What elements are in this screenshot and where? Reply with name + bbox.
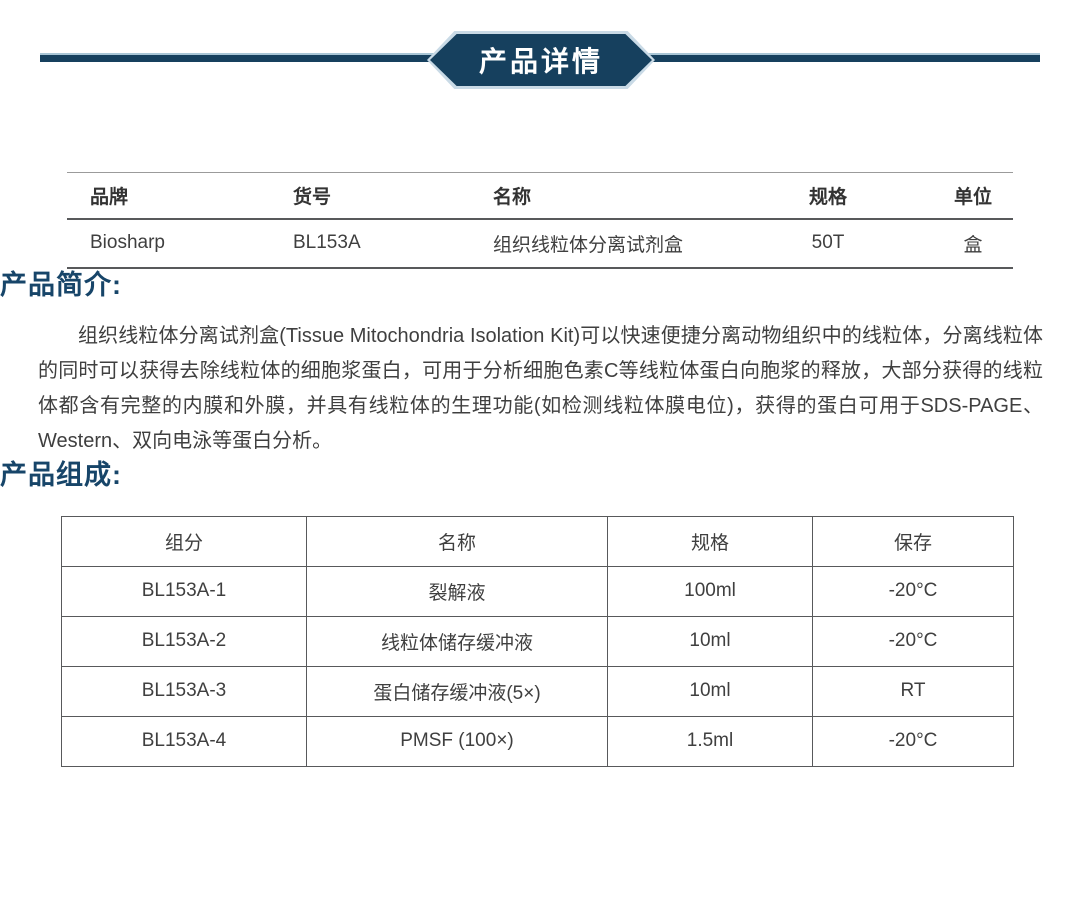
section-banner: 产品详情 — [0, 0, 1080, 120]
banner-hexagon-fill: 产品详情 — [430, 34, 652, 86]
summary-cell-unit: 盒 — [963, 234, 983, 256]
composition-cell-component: BL153A-2 — [61, 615, 307, 667]
composition-cell-storage: -20°C — [812, 565, 1014, 617]
product-summary-table: 品牌 货号 名称 规格 单位 Biosharp BL153A 组织线粒体分离试剂… — [67, 172, 1013, 269]
composition-cell-component: BL153A-1 — [61, 565, 307, 617]
intro-heading: 产品简介: — [0, 269, 122, 300]
composition-table: 组分 名称 规格 保存 BL153A-1 裂解液 100ml -20°C BL1… — [61, 515, 1014, 767]
summary-data-row: Biosharp BL153A 组织线粒体分离试剂盒 50T 盒 — [67, 219, 1013, 268]
composition-cell-component: BL153A-4 — [61, 715, 307, 767]
summary-cell-catalog: BL153A — [293, 232, 361, 253]
composition-cell-storage: -20°C — [812, 615, 1014, 667]
composition-cell-spec: 100ml — [607, 565, 813, 617]
composition-header-storage: 保存 — [812, 515, 1014, 567]
composition-header-spec: 规格 — [607, 515, 813, 567]
composition-row: BL153A-2 线粒体储存缓冲液 10ml -20°C — [61, 615, 1014, 667]
composition-row: BL153A-1 裂解液 100ml -20°C — [61, 565, 1014, 617]
summary-header-name: 名称 — [493, 186, 532, 208]
summary-cell-name: 组织线粒体分离试剂盒 — [493, 234, 684, 256]
summary-header-brand: 品牌 — [90, 186, 129, 208]
summary-header-catalog: 货号 — [293, 186, 332, 208]
summary-header-spec: 规格 — [808, 186, 847, 208]
composition-cell-name: 裂解液 — [306, 565, 608, 617]
composition-cell-spec: 10ml — [607, 665, 813, 717]
intro-paragraph: 组织线粒体分离试剂盒(Tissue Mitochondria Isolation… — [38, 324, 1043, 452]
composition-cell-storage: RT — [812, 665, 1014, 717]
composition-cell-spec: 10ml — [607, 615, 813, 667]
composition-cell-storage: -20°C — [812, 715, 1014, 767]
banner-hexagon: 产品详情 — [427, 31, 655, 89]
composition-header-row: 组分 名称 规格 保存 — [61, 515, 1014, 567]
summary-cell-spec: 50T — [811, 232, 845, 253]
composition-cell-name: 线粒体储存缓冲液 — [306, 615, 608, 667]
composition-cell-spec: 1.5ml — [607, 715, 813, 767]
summary-header-unit: 单位 — [953, 186, 992, 208]
banner-title: 产品详情 — [478, 46, 603, 77]
composition-cell-name: 蛋白储存缓冲液(5×) — [306, 665, 608, 717]
composition-cell-component: BL153A-3 — [61, 665, 307, 717]
composition-heading: 产品组成: — [0, 459, 122, 490]
composition-header-component: 组分 — [61, 515, 307, 567]
summary-header-row: 品牌 货号 名称 规格 单位 — [67, 173, 1013, 219]
composition-header-name: 名称 — [306, 515, 608, 567]
composition-cell-name: PMSF (100×) — [306, 715, 608, 767]
composition-row: BL153A-4 PMSF (100×) 1.5ml -20°C — [61, 715, 1014, 767]
composition-row: BL153A-3 蛋白储存缓冲液(5×) 10ml RT — [61, 665, 1014, 717]
summary-cell-brand: Biosharp — [90, 232, 165, 253]
